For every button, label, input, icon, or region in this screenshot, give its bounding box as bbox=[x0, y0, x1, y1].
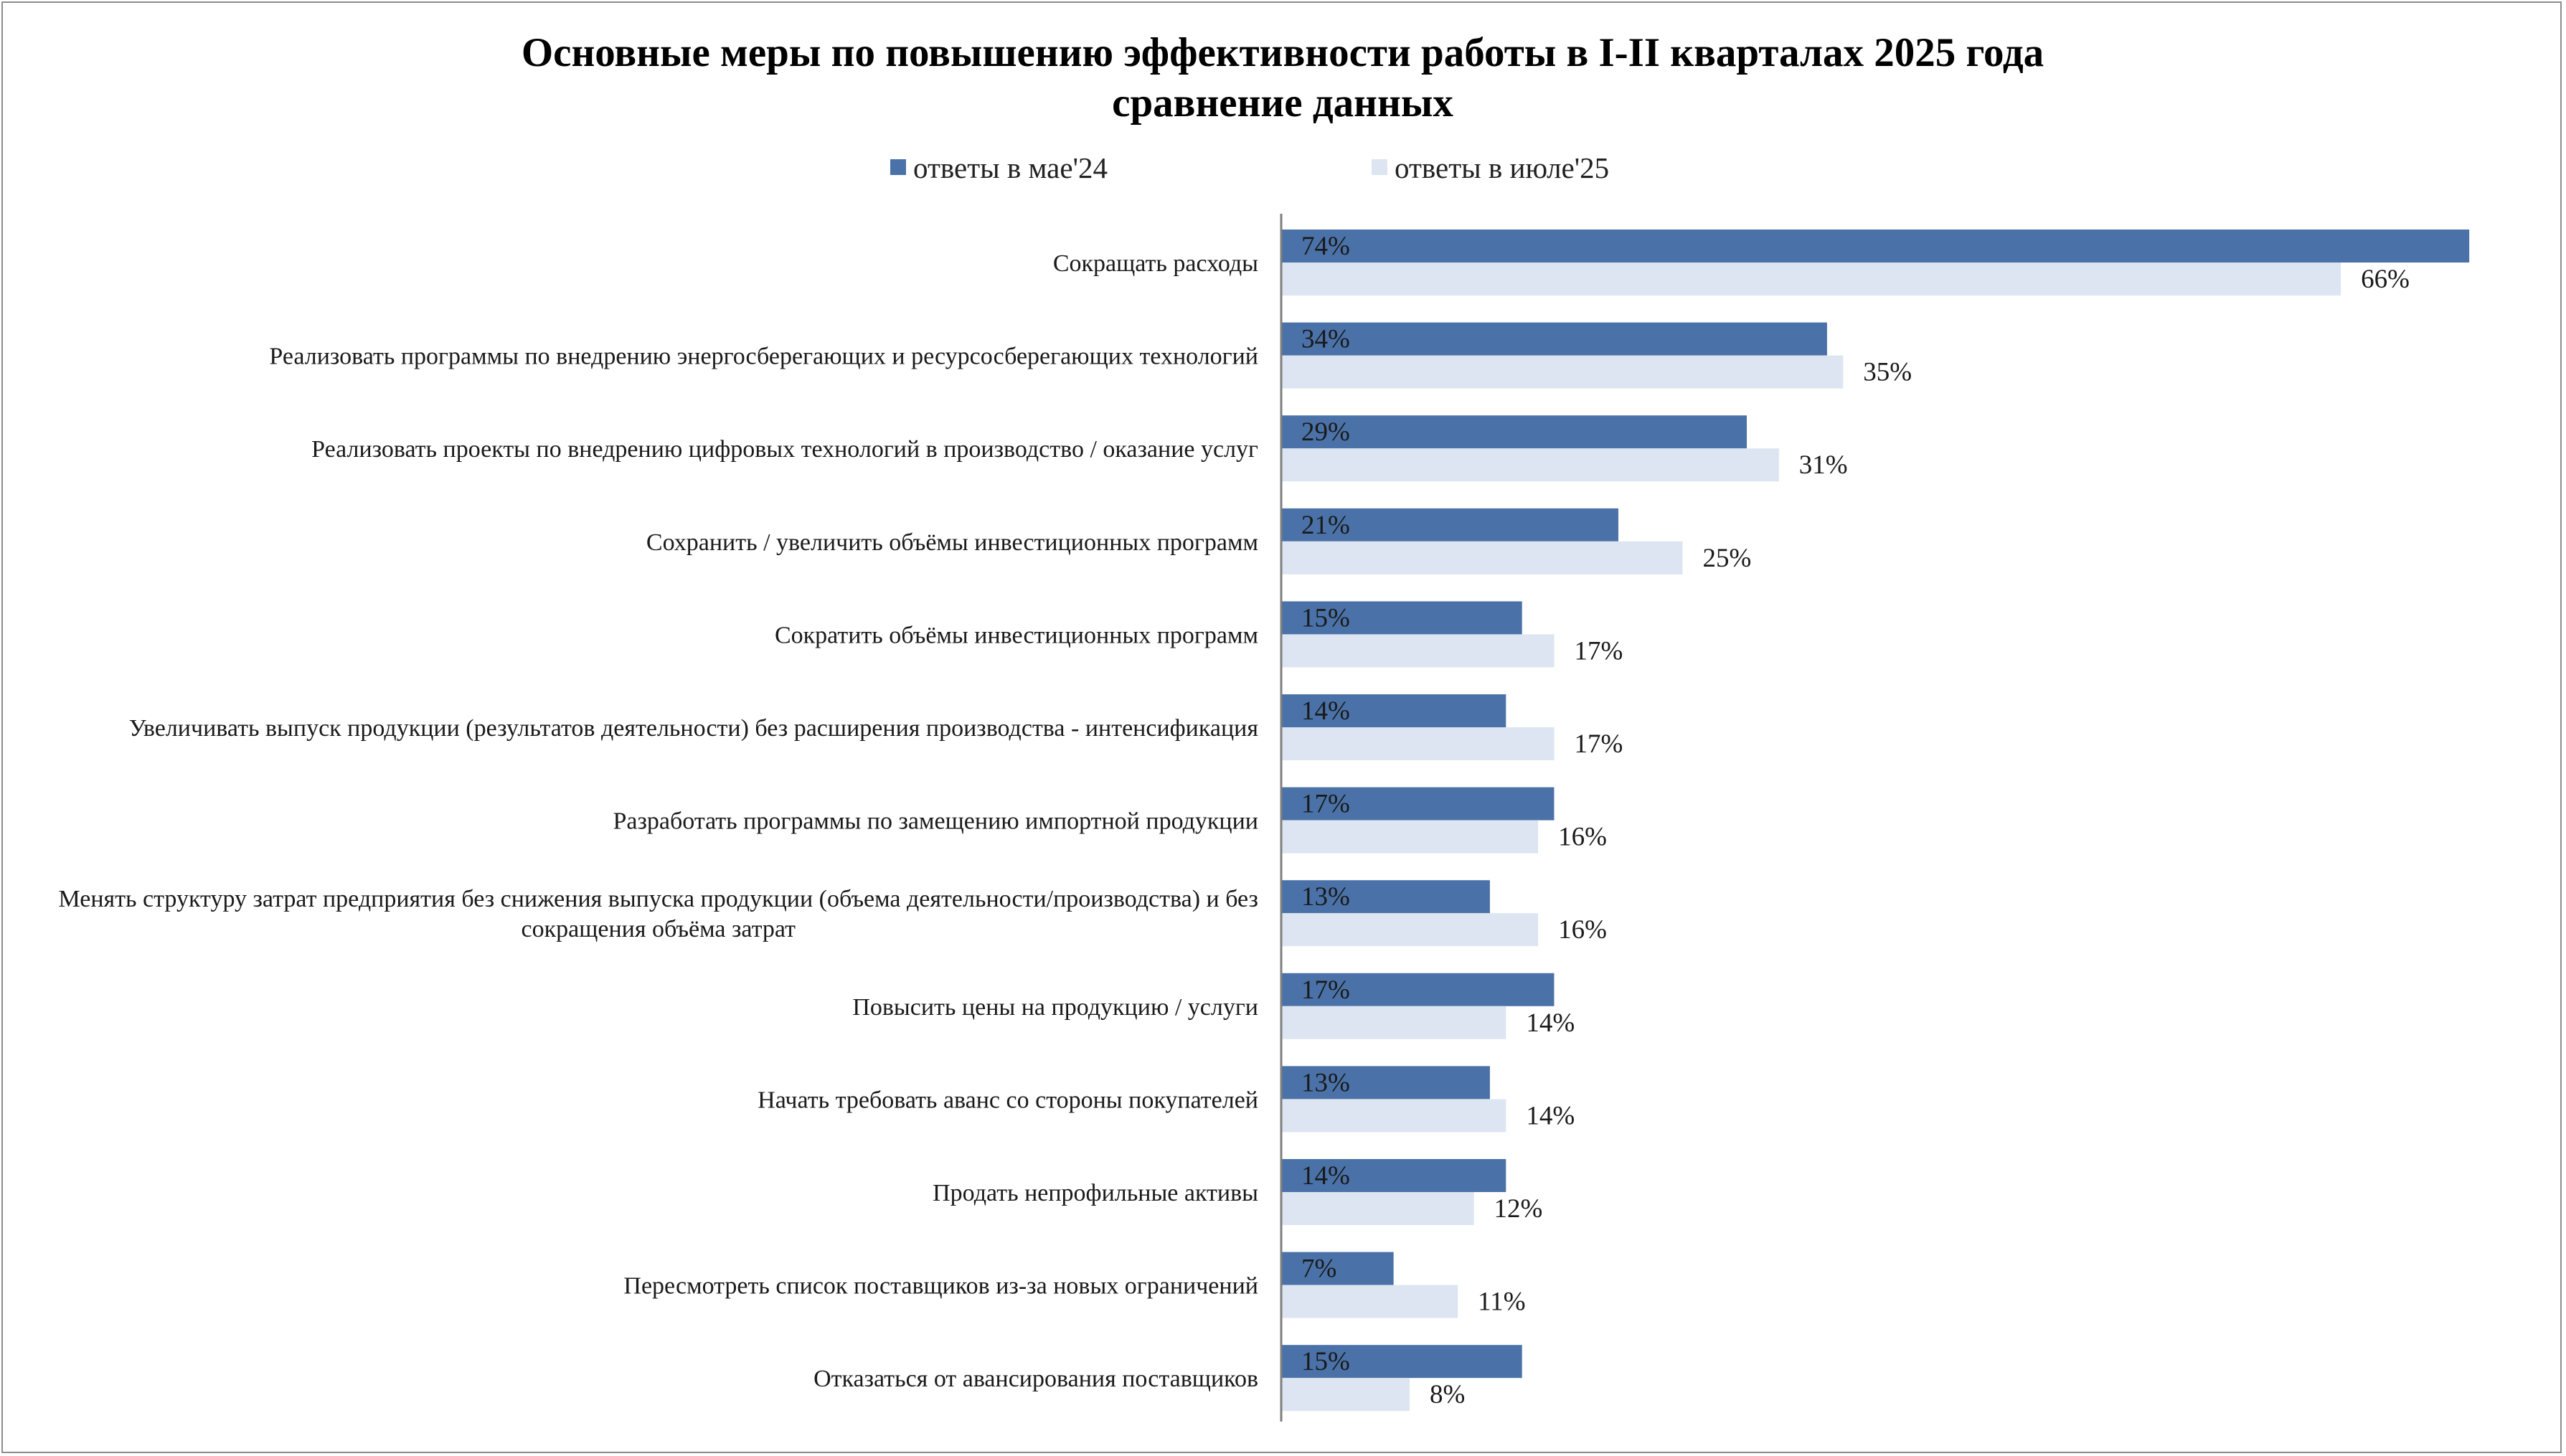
bar-series-2 bbox=[1281, 1285, 1458, 1318]
data-label-series-1: 7% bbox=[1301, 1254, 1336, 1284]
bar-series-2 bbox=[1281, 1099, 1506, 1133]
category-label: Реализовать программы по внедрению энерг… bbox=[269, 344, 1258, 370]
bar-series-2 bbox=[1281, 541, 1683, 575]
bar-series-1 bbox=[1281, 1159, 1506, 1192]
bar-series-2 bbox=[1281, 727, 1555, 760]
chart-subtitle: сравнение данных bbox=[1112, 80, 1453, 126]
data-label-series-1: 13% bbox=[1301, 1068, 1350, 1097]
legend-swatch-series-1 bbox=[890, 159, 906, 175]
category-label: Отказаться от авансирования поставщиков bbox=[813, 1366, 1258, 1392]
data-label-series-1: 13% bbox=[1301, 882, 1350, 912]
bar-series-2 bbox=[1281, 263, 2341, 296]
bar-series-2 bbox=[1281, 913, 1539, 947]
category-label: Пересмотреть список поставщиков из-за но… bbox=[623, 1273, 1258, 1300]
data-label-series-1: 15% bbox=[1301, 1347, 1350, 1376]
bar-series-2 bbox=[1281, 1006, 1506, 1039]
legend-swatch-series-2 bbox=[1372, 159, 1387, 175]
category-label: Сохранить / увеличить объёмы инвестицион… bbox=[646, 529, 1258, 556]
data-label-series-1: 17% bbox=[1301, 975, 1350, 1005]
data-label-series-1: 34% bbox=[1301, 325, 1350, 354]
legend-label-series-1: ответы в мае'24 bbox=[913, 151, 1108, 184]
data-label-series-2: 14% bbox=[1526, 1101, 1575, 1130]
data-label-series-2: 11% bbox=[1478, 1287, 1525, 1317]
category-label: Увеличивать выпуск продукции (результато… bbox=[129, 715, 1259, 742]
data-label-series-1: 21% bbox=[1301, 511, 1350, 540]
bar-series-2 bbox=[1281, 1192, 1474, 1225]
bar-series-1 bbox=[1281, 415, 1747, 449]
category-label: Разработать программы по замещению импор… bbox=[613, 808, 1258, 835]
category-label: Сократить объёмы инвестиционных программ bbox=[775, 622, 1258, 648]
data-label-series-1: 14% bbox=[1301, 696, 1350, 726]
bar-series-2 bbox=[1281, 820, 1539, 854]
bar-series-1 bbox=[1281, 694, 1506, 727]
bar-series-2 bbox=[1281, 448, 1779, 482]
bar-series-1 bbox=[1281, 230, 2470, 263]
category-label: Продать непрофильные активы bbox=[933, 1180, 1258, 1206]
category-label: Повысить цены на продукцию / услуги bbox=[852, 994, 1258, 1021]
data-label-series-2: 17% bbox=[1574, 729, 1623, 759]
data-label-series-1: 17% bbox=[1301, 790, 1350, 819]
data-label-series-2: 12% bbox=[1494, 1194, 1543, 1224]
bar-series-1 bbox=[1281, 787, 1555, 821]
data-label-series-1: 15% bbox=[1301, 603, 1350, 633]
data-label-series-2: 14% bbox=[1526, 1008, 1575, 1038]
data-label-series-1: 74% bbox=[1301, 232, 1350, 261]
category-label: Начать требовать аванс со стороны покупа… bbox=[758, 1087, 1258, 1113]
data-label-series-1: 29% bbox=[1301, 417, 1350, 447]
bar-series-1 bbox=[1281, 1252, 1394, 1285]
bar-series-2 bbox=[1281, 634, 1555, 668]
data-label-series-2: 35% bbox=[1863, 358, 1912, 387]
bar-series-2 bbox=[1281, 355, 1844, 389]
plot-area: 74% 66% Сокращать расходы 34% 35% Реализовать… bbox=[58, 214, 2470, 1422]
bar-series-1 bbox=[1281, 601, 1522, 635]
data-label-series-2: 66% bbox=[2361, 265, 2410, 294]
bar-series-1 bbox=[1281, 322, 1827, 356]
data-label-series-1: 14% bbox=[1301, 1161, 1350, 1191]
data-label-series-2: 8% bbox=[1430, 1380, 1465, 1409]
category-label: Менять структуру затрат предприятия без … bbox=[58, 886, 1258, 912]
legend-label-series-2: ответы в июле'25 bbox=[1395, 151, 1609, 184]
chart-title: Основные меры по повышению эффективности… bbox=[522, 30, 2044, 75]
data-label-series-2: 31% bbox=[1799, 450, 1848, 480]
bar-series-1 bbox=[1281, 1345, 1522, 1379]
data-label-series-2: 25% bbox=[1703, 544, 1752, 573]
category-label: сокращения объёма затрат bbox=[522, 916, 796, 942]
data-label-series-2: 16% bbox=[1558, 823, 1607, 852]
bar-series-2 bbox=[1281, 1378, 1410, 1412]
bar-series-1 bbox=[1281, 1066, 1490, 1100]
bar-series-1 bbox=[1281, 880, 1490, 914]
bar-series-1 bbox=[1281, 973, 1555, 1006]
bar-series-1 bbox=[1281, 508, 1618, 542]
data-label-series-2: 16% bbox=[1558, 915, 1607, 945]
category-label: Сокращать расходы bbox=[1053, 250, 1258, 277]
category-label: Реализовать проекты по внедрению цифровы… bbox=[311, 436, 1258, 463]
data-label-series-2: 17% bbox=[1574, 636, 1623, 666]
